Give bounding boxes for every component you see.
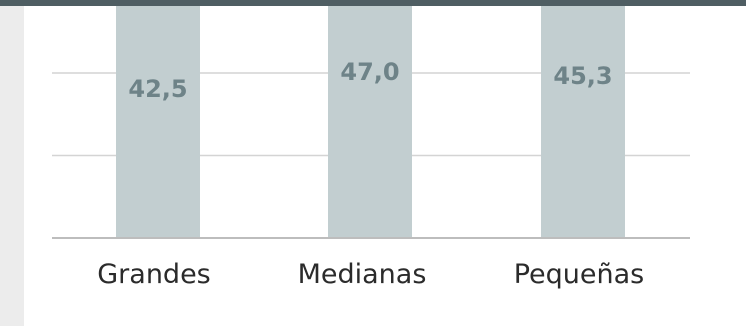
bars (116, 0, 625, 238)
data-label: 42,5 (128, 75, 187, 103)
x-tick-labels: Grandes Medianas Pequeñas (97, 259, 644, 290)
bar-medianas (328, 0, 412, 238)
data-labels: 42,5 47,0 45,3 (128, 58, 612, 103)
bar-pequeñas (541, 0, 625, 238)
left-margin-strip (0, 0, 24, 326)
data-label: 45,3 (553, 62, 612, 90)
data-label: 47,0 (340, 58, 399, 86)
x-tick-label: Grandes (97, 259, 211, 290)
bar-grandes (116, 4, 200, 238)
x-tick-label: Medianas (298, 259, 427, 290)
x-tick-label: Pequeñas (514, 259, 645, 290)
top-border-bar (0, 0, 746, 6)
